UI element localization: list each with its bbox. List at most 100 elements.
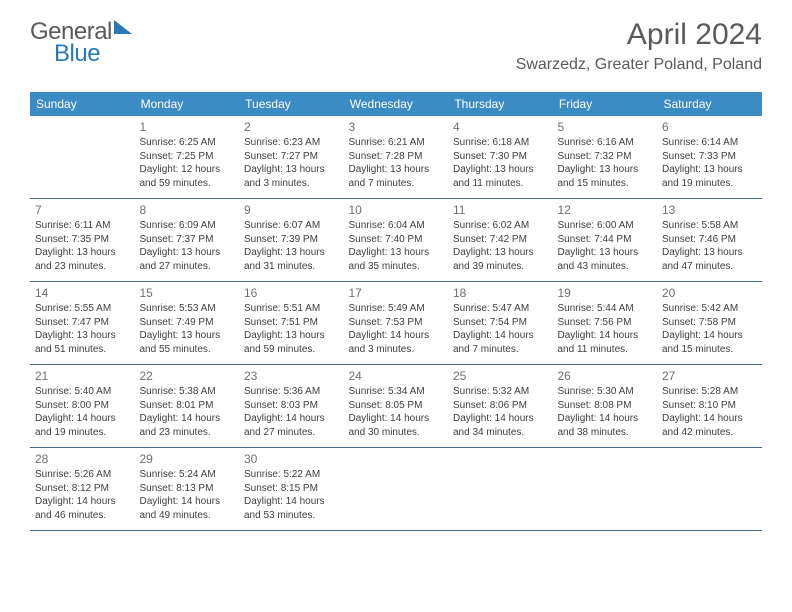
day-cell: 27Sunrise: 5:28 AMSunset: 8:10 PMDayligh… <box>657 365 762 447</box>
empty-cell <box>553 448 658 530</box>
daylight-line: and 3 minutes. <box>244 177 339 191</box>
daylight-line: and 27 minutes. <box>140 260 235 274</box>
sunset-line: Sunset: 7:56 PM <box>558 316 653 330</box>
daylight-line: Daylight: 13 hours <box>35 329 130 343</box>
sunrise-line: Sunrise: 5:38 AM <box>140 385 235 399</box>
daylight-line: Daylight: 14 hours <box>244 495 339 509</box>
sunrise-line: Sunrise: 5:49 AM <box>349 302 444 316</box>
day-cell: 26Sunrise: 5:30 AMSunset: 8:08 PMDayligh… <box>553 365 658 447</box>
sunrise-line: Sunrise: 6:11 AM <box>35 219 130 233</box>
day-cell: 4Sunrise: 6:18 AMSunset: 7:30 PMDaylight… <box>448 116 553 198</box>
day-cell: 15Sunrise: 5:53 AMSunset: 7:49 PMDayligh… <box>135 282 240 364</box>
sunrise-line: Sunrise: 5:36 AM <box>244 385 339 399</box>
sunrise-line: Sunrise: 6:23 AM <box>244 136 339 150</box>
day-cell: 28Sunrise: 5:26 AMSunset: 8:12 PMDayligh… <box>30 448 135 530</box>
sunset-line: Sunset: 8:10 PM <box>662 399 757 413</box>
day-cell: 5Sunrise: 6:16 AMSunset: 7:32 PMDaylight… <box>553 116 658 198</box>
daylight-line: and 30 minutes. <box>349 426 444 440</box>
daylight-line: and 39 minutes. <box>453 260 548 274</box>
sunset-line: Sunset: 7:27 PM <box>244 150 339 164</box>
sunrise-line: Sunrise: 6:07 AM <box>244 219 339 233</box>
day-number: 8 <box>140 202 235 218</box>
daylight-line: and 11 minutes. <box>453 177 548 191</box>
day-number: 11 <box>453 202 548 218</box>
daylight-line: Daylight: 13 hours <box>558 163 653 177</box>
week-row: 21Sunrise: 5:40 AMSunset: 8:00 PMDayligh… <box>30 365 762 448</box>
week-row: 7Sunrise: 6:11 AMSunset: 7:35 PMDaylight… <box>30 199 762 282</box>
day-cell: 6Sunrise: 6:14 AMSunset: 7:33 PMDaylight… <box>657 116 762 198</box>
sunset-line: Sunset: 7:35 PM <box>35 233 130 247</box>
daylight-line: and 27 minutes. <box>244 426 339 440</box>
location-label: Swarzedz, Greater Poland, Poland <box>516 56 762 74</box>
sunrise-line: Sunrise: 5:58 AM <box>662 219 757 233</box>
daylight-line: Daylight: 14 hours <box>453 329 548 343</box>
sunrise-line: Sunrise: 5:55 AM <box>35 302 130 316</box>
week-row: 14Sunrise: 5:55 AMSunset: 7:47 PMDayligh… <box>30 282 762 365</box>
sunset-line: Sunset: 8:01 PM <box>140 399 235 413</box>
day-cell: 2Sunrise: 6:23 AMSunset: 7:27 PMDaylight… <box>239 116 344 198</box>
logo: General Blue <box>30 18 132 74</box>
sunrise-line: Sunrise: 6:25 AM <box>140 136 235 150</box>
sunset-line: Sunset: 7:32 PM <box>558 150 653 164</box>
daylight-line: Daylight: 14 hours <box>558 412 653 426</box>
day-cell: 30Sunrise: 5:22 AMSunset: 8:15 PMDayligh… <box>239 448 344 530</box>
daylight-line: Daylight: 14 hours <box>349 412 444 426</box>
daylight-line: Daylight: 14 hours <box>453 412 548 426</box>
daylight-line: and 47 minutes. <box>662 260 757 274</box>
day-number: 27 <box>662 368 757 384</box>
sunset-line: Sunset: 7:44 PM <box>558 233 653 247</box>
daylight-line: and 59 minutes. <box>244 343 339 357</box>
day-number: 2 <box>244 119 339 135</box>
day-number: 12 <box>558 202 653 218</box>
daylight-line: and 59 minutes. <box>140 177 235 191</box>
sunset-line: Sunset: 8:12 PM <box>35 482 130 496</box>
sunset-line: Sunset: 7:33 PM <box>662 150 757 164</box>
daylight-line: and 49 minutes. <box>140 509 235 523</box>
sunrise-line: Sunrise: 5:51 AM <box>244 302 339 316</box>
daylight-line: Daylight: 13 hours <box>244 163 339 177</box>
sunset-line: Sunset: 7:39 PM <box>244 233 339 247</box>
day-number: 15 <box>140 285 235 301</box>
daylight-line: Daylight: 14 hours <box>140 412 235 426</box>
sunset-line: Sunset: 7:54 PM <box>453 316 548 330</box>
empty-cell <box>344 448 449 530</box>
daylight-line: and 19 minutes. <box>662 177 757 191</box>
day-number: 21 <box>35 368 130 384</box>
weeks-container: 1Sunrise: 6:25 AMSunset: 7:25 PMDaylight… <box>30 116 762 531</box>
day-cell: 17Sunrise: 5:49 AMSunset: 7:53 PMDayligh… <box>344 282 449 364</box>
daylight-line: and 55 minutes. <box>140 343 235 357</box>
day-number: 26 <box>558 368 653 384</box>
sunset-line: Sunset: 8:05 PM <box>349 399 444 413</box>
daylight-line: Daylight: 13 hours <box>662 246 757 260</box>
day-number: 19 <box>558 285 653 301</box>
day-number: 4 <box>453 119 548 135</box>
daylight-line: and 19 minutes. <box>35 426 130 440</box>
day-number: 23 <box>244 368 339 384</box>
daylight-line: Daylight: 14 hours <box>349 329 444 343</box>
daylight-line: Daylight: 14 hours <box>662 329 757 343</box>
logo-word-blue: Blue <box>54 40 100 67</box>
daylight-line: Daylight: 13 hours <box>35 246 130 260</box>
day-header: Sunday <box>30 92 135 116</box>
sunrise-line: Sunrise: 6:00 AM <box>558 219 653 233</box>
daylight-line: Daylight: 13 hours <box>140 329 235 343</box>
day-cell: 13Sunrise: 5:58 AMSunset: 7:46 PMDayligh… <box>657 199 762 281</box>
day-header: Friday <box>553 92 658 116</box>
day-number: 25 <box>453 368 548 384</box>
sunset-line: Sunset: 8:03 PM <box>244 399 339 413</box>
day-header: Tuesday <box>239 92 344 116</box>
day-number: 10 <box>349 202 444 218</box>
day-cell: 19Sunrise: 5:44 AMSunset: 7:56 PMDayligh… <box>553 282 658 364</box>
sunset-line: Sunset: 8:00 PM <box>35 399 130 413</box>
day-header: Monday <box>135 92 240 116</box>
day-cell: 12Sunrise: 6:00 AMSunset: 7:44 PMDayligh… <box>553 199 658 281</box>
day-cell: 29Sunrise: 5:24 AMSunset: 8:13 PMDayligh… <box>135 448 240 530</box>
day-header: Wednesday <box>344 92 449 116</box>
day-cell: 10Sunrise: 6:04 AMSunset: 7:40 PMDayligh… <box>344 199 449 281</box>
calendar: SundayMondayTuesdayWednesdayThursdayFrid… <box>30 92 762 531</box>
sunrise-line: Sunrise: 5:24 AM <box>140 468 235 482</box>
day-cell: 16Sunrise: 5:51 AMSunset: 7:51 PMDayligh… <box>239 282 344 364</box>
day-cell: 18Sunrise: 5:47 AMSunset: 7:54 PMDayligh… <box>448 282 553 364</box>
day-number: 22 <box>140 368 235 384</box>
daylight-line: Daylight: 13 hours <box>453 163 548 177</box>
